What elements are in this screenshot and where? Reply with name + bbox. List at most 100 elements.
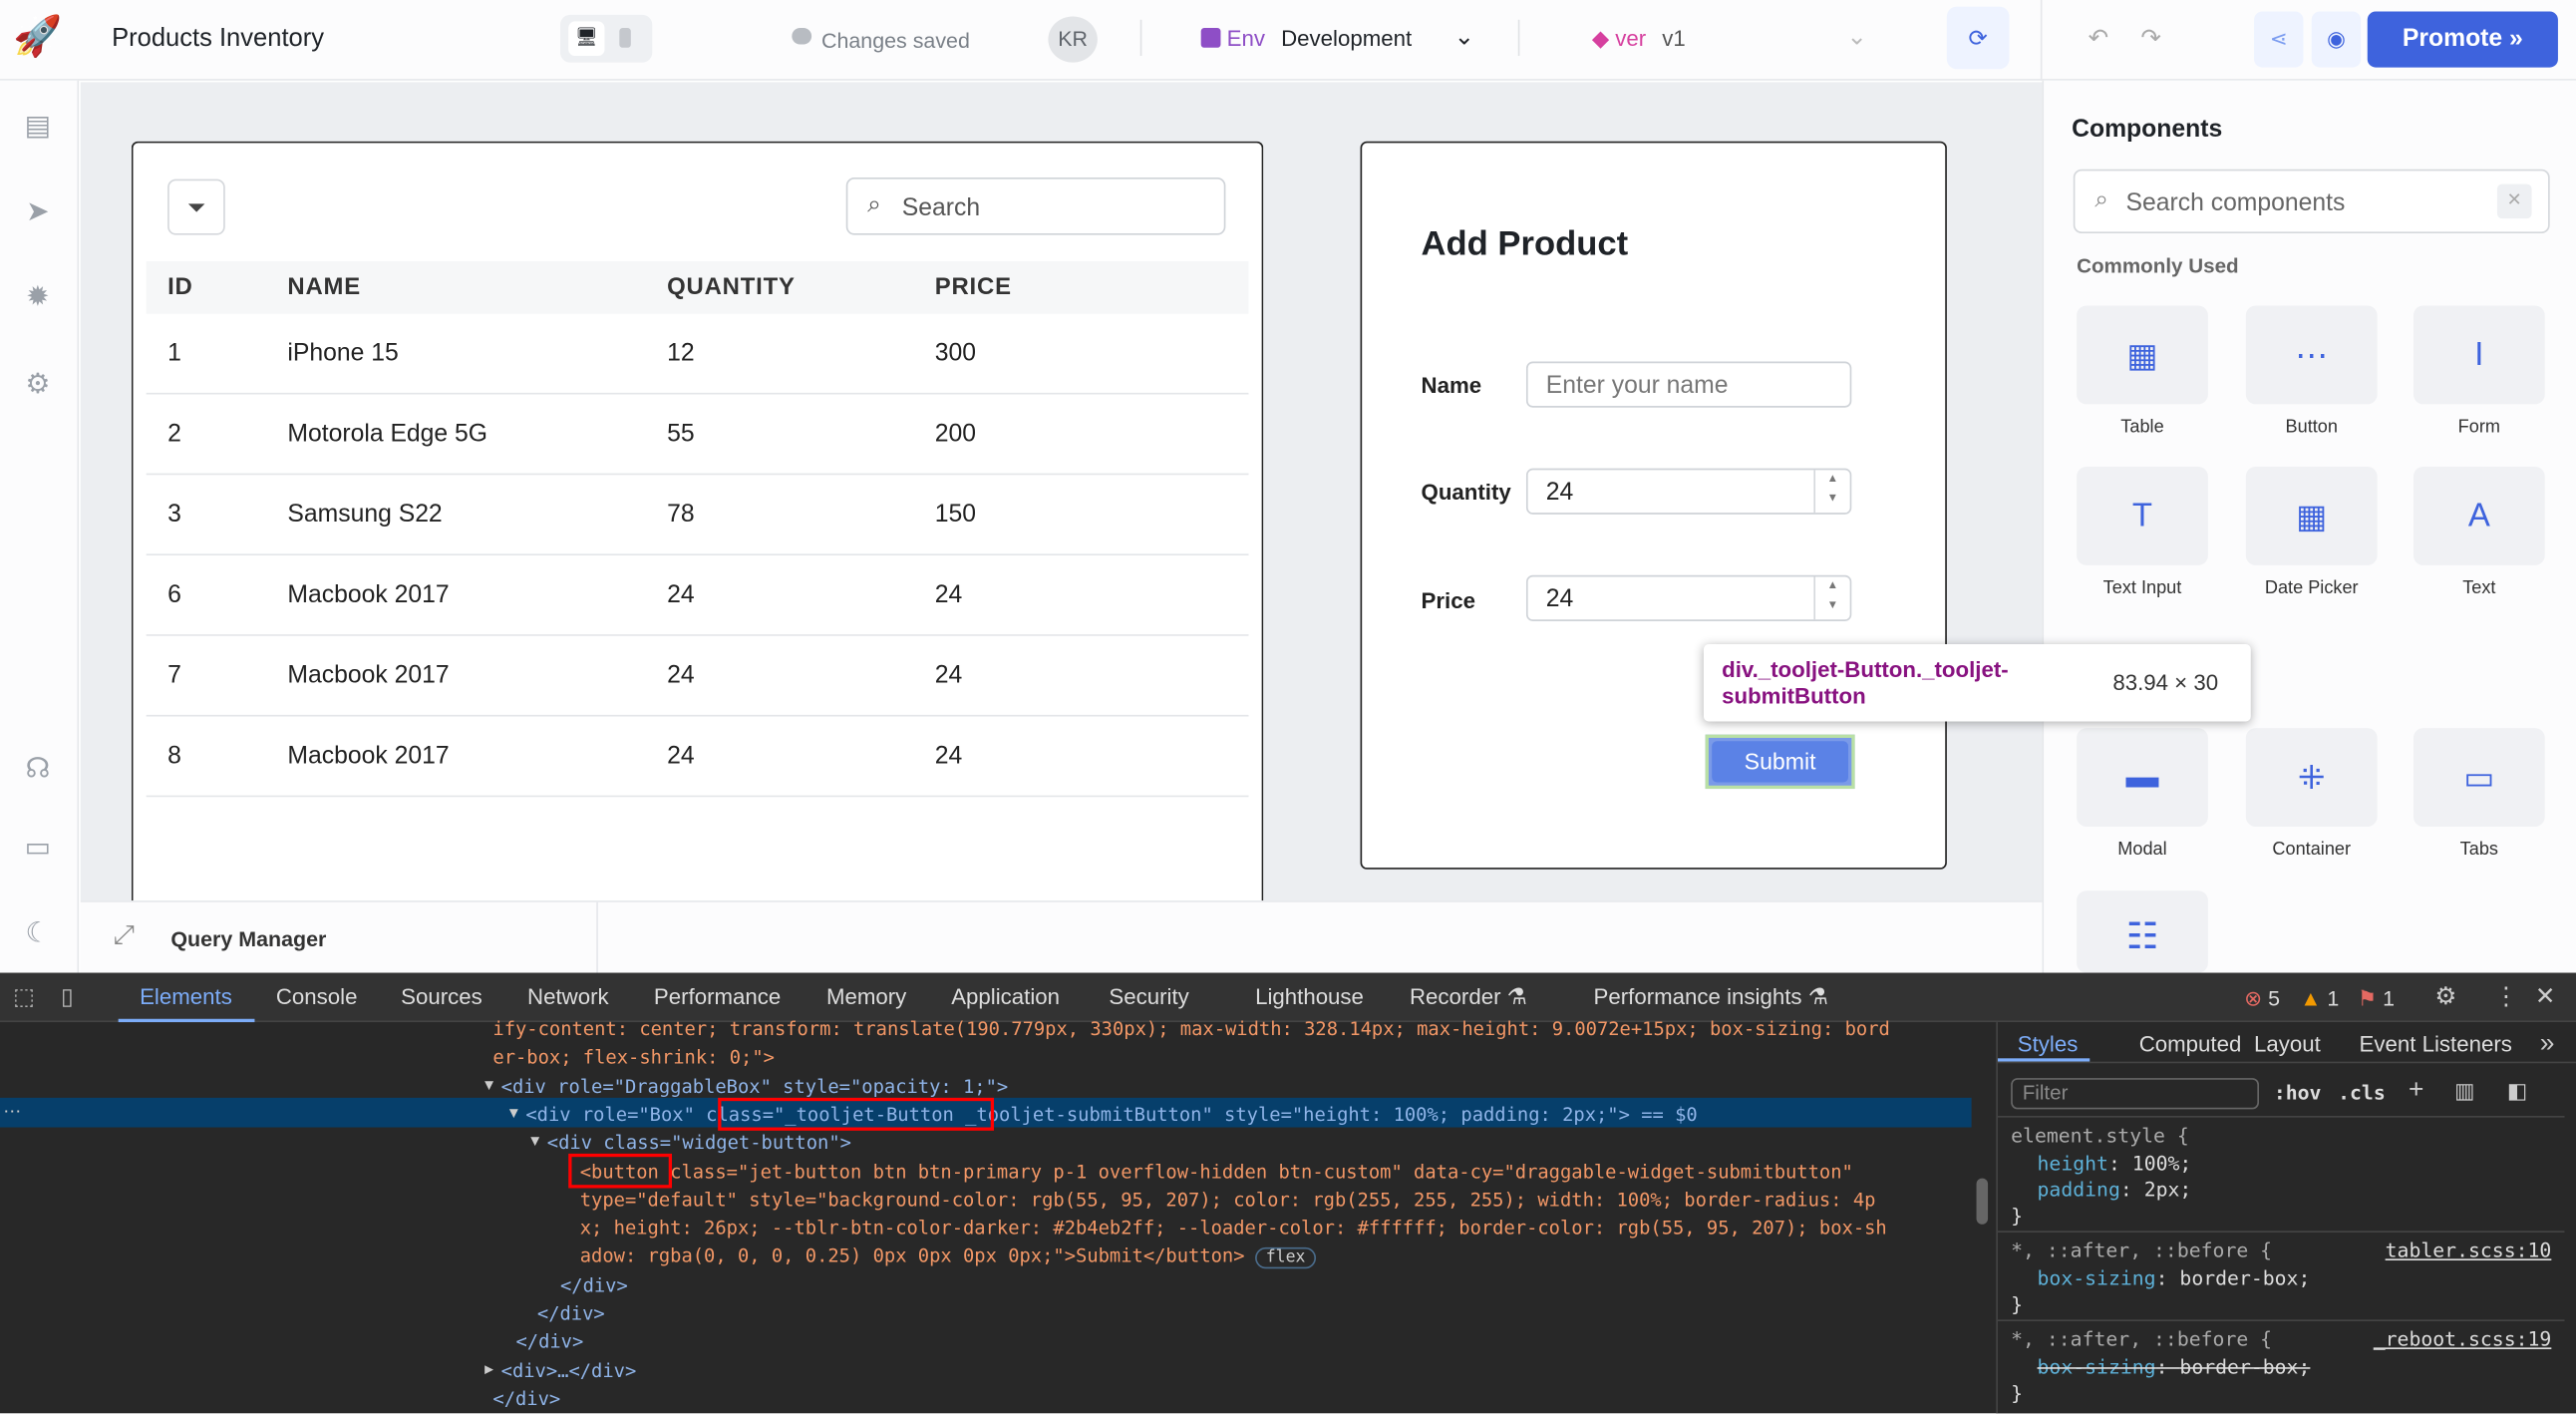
code-line[interactable]: ▼ <div role="DraggableBox" style="opacity… — [484, 1072, 1008, 1100]
more-tabs-icon[interactable]: » — [2539, 1030, 2555, 1059]
styles-tab-computed[interactable]: Computed — [2138, 1031, 2242, 1057]
close-devtools-icon[interactable]: ✕ — [2534, 982, 2556, 1011]
code-line[interactable]: </div> — [515, 1328, 583, 1356]
share-button[interactable]: ⋖ — [2254, 11, 2304, 68]
column-header-name[interactable]: NAME — [287, 274, 362, 301]
style-rule[interactable] — [1997, 1115, 2565, 1118]
code-line[interactable]: </div> — [560, 1271, 628, 1299]
filter-button[interactable]: ⏷ — [167, 178, 225, 235]
undo-icon[interactable]: ↶ — [2088, 24, 2109, 53]
clear-search-icon[interactable]: ✕ — [2496, 183, 2532, 219]
column-header-price[interactable]: PRICE — [934, 274, 1012, 301]
query-manager-label[interactable]: Query Manager — [170, 926, 327, 952]
error-count[interactable]: ⊗ 5 — [2244, 986, 2280, 1012]
query-manager-bar[interactable]: ⤢ Query Manager — [80, 900, 2043, 975]
declaration[interactable]: box-sizing: border-box; — [2037, 1266, 2311, 1290]
mobile-icon[interactable] — [619, 28, 631, 48]
issue-count[interactable]: ⚑ 1 — [2358, 986, 2395, 1012]
rule-source-link[interactable]: tabler.scss:10 — [2385, 1238, 2552, 1262]
settings-icon[interactable]: ⚙ — [2434, 982, 2457, 1011]
table-row[interactable]: 7 Macbook 2017 24 24 — [146, 636, 1249, 717]
style-rule[interactable] — [1997, 1319, 2565, 1321]
code-line[interactable]: <button class="jet-button btn btn-primar… — [580, 1158, 1853, 1186]
code-line[interactable]: </div> — [492, 1385, 560, 1413]
devtools-tab-performance-insights[interactable]: Performance insights ⚗ — [1593, 984, 1828, 1009]
app-title[interactable]: Products Inventory — [112, 24, 325, 53]
stepper-arrows-icon[interactable]: ▲ ▼ — [1813, 470, 1849, 514]
component-container[interactable]: ⁜ Container — [2245, 728, 2378, 860]
devtools-tab-lighthouse[interactable]: Lighthouse — [1255, 984, 1364, 1009]
table-row[interactable]: 6 Macbook 2017 24 24 — [146, 555, 1249, 636]
rocket-logo-icon[interactable]: 🚀 — [13, 14, 63, 60]
warning-count[interactable]: ▲ 1 — [2300, 986, 2339, 1011]
expand-icon[interactable]: ▶ — [484, 1361, 494, 1379]
pages-icon[interactable]: ▤ — [24, 110, 52, 142]
table-row[interactable]: 3 Samsung S22 78 150 — [146, 475, 1249, 556]
preview-button[interactable]: ◉ — [2311, 11, 2362, 68]
add-rule-icon[interactable]: + — [2408, 1076, 2424, 1105]
quantity-stepper[interactable]: 24 ▲ ▼ — [1525, 468, 1852, 515]
paint-brush-icon[interactable]: ▥ — [2454, 1078, 2475, 1103]
components-search-input[interactable]: ⌕ Search components ✕ — [2073, 169, 2550, 234]
code-line[interactable]: x; height: 26px; --tblr-btn-color-darker… — [580, 1215, 1887, 1242]
component-date-picker[interactable]: ▦ Date Picker — [2245, 467, 2378, 598]
code-line[interactable]: ▶ <div>…</div> — [484, 1357, 636, 1385]
code-line[interactable]: </div> — [537, 1300, 605, 1328]
component-form[interactable]: I Form — [2413, 305, 2545, 437]
collapse-icon[interactable]: ▼ — [530, 1134, 540, 1151]
dark-mode-icon[interactable]: ☾ — [25, 916, 51, 948]
devtools-tab-security[interactable]: Security — [1109, 984, 1188, 1009]
component-button[interactable]: ⋯ Button — [2245, 305, 2378, 437]
submit-button[interactable]: Submit — [1705, 734, 1855, 790]
list-view-component[interactable]: ☷ — [2077, 890, 2208, 973]
toggle-sidebar-icon[interactable]: ◧ — [2506, 1078, 2528, 1103]
price-stepper[interactable]: 24 ▲ ▼ — [1525, 574, 1852, 621]
stepper-arrows-icon[interactable]: ▲ ▼ — [1813, 576, 1849, 620]
cls-toggle[interactable]: .cls — [2338, 1081, 2386, 1105]
code-line[interactable]: er-box; flex-shrink: 0;"> — [492, 1044, 775, 1072]
styles-tab-layout[interactable]: Layout — [2254, 1031, 2321, 1057]
flex-badge[interactable]: flex — [1255, 1247, 1316, 1269]
inspector-icon[interactable]: ➤ — [26, 195, 50, 227]
inspect-element-icon[interactable]: ⬚ — [13, 982, 35, 1009]
table-row[interactable]: 1 iPhone 15 12 300 — [146, 314, 1249, 395]
table-row[interactable]: 2 Motorola Edge 5G 55 200 — [146, 395, 1249, 476]
component-table[interactable]: ▦ Table — [2077, 305, 2208, 437]
table-row[interactable]: 8 Macbook 2017 24 24 — [146, 717, 1249, 798]
styles-tab-event-listeners[interactable]: Event Listeners — [2359, 1031, 2512, 1057]
promote-button[interactable]: Promote » — [2367, 11, 2558, 68]
component-text-input[interactable]: T Text Input — [2077, 467, 2208, 598]
devtools-tab-application[interactable]: Application — [951, 984, 1060, 1009]
support-icon[interactable]: ☊ — [25, 752, 51, 785]
settings-icon[interactable]: ⚙ — [25, 368, 51, 400]
device-toolbar-icon[interactable]: ▯ — [60, 982, 74, 1009]
column-header-quantity[interactable]: QUANTITY — [667, 274, 796, 301]
collapse-icon[interactable]: ▼ — [508, 1105, 518, 1123]
code-line[interactable]: ▼ <div role="Box" class="_tooljet-Button … — [509, 1101, 1698, 1129]
component-text[interactable]: A Text — [2413, 467, 2545, 598]
devtools-tab-sources[interactable]: Sources — [401, 984, 483, 1009]
avatar[interactable]: KR — [1048, 16, 1098, 63]
component-tabs[interactable]: ▭ Tabs — [2413, 728, 2545, 860]
declaration[interactable]: box-sizing: border-box; — [2037, 1355, 2311, 1379]
component-modal[interactable]: ▬ Modal — [2077, 728, 2208, 860]
devtools-tab-memory[interactable]: Memory — [826, 984, 906, 1009]
declaration[interactable]: padding: 2px; — [2037, 1178, 2192, 1202]
device-toggle[interactable]: 🖥 — [559, 14, 653, 63]
styles-tab-styles[interactable]: Styles — [2017, 1031, 2079, 1057]
code-line[interactable]: ify-content: center; transform: translat… — [492, 1015, 1889, 1043]
table-search-input[interactable]: ⌕ Search — [845, 177, 1226, 235]
code-line[interactable]: ▼ <div class="widget-button"> — [530, 1129, 851, 1157]
expand-icon[interactable]: ⤢ — [113, 921, 135, 950]
devtools-tab-network[interactable]: Network — [527, 984, 609, 1009]
devtools-tab-console[interactable]: Console — [276, 984, 358, 1009]
devtools-tab-recorder[interactable]: Recorder ⚗ — [1409, 984, 1527, 1009]
devtools-tab-performance[interactable]: Performance — [654, 984, 781, 1009]
tree-scrollbar[interactable] — [1976, 1178, 1989, 1225]
hov-toggle[interactable]: :hov — [2273, 1081, 2322, 1105]
styles-filter-input[interactable]: Filter — [2011, 1078, 2259, 1110]
more-options-icon[interactable]: ⋮ — [2493, 982, 2519, 1011]
chat-icon[interactable]: ▭ — [24, 831, 52, 864]
node-more-icon[interactable]: ⋯ — [3, 1102, 22, 1123]
debugger-icon[interactable]: ✹ — [26, 280, 50, 313]
